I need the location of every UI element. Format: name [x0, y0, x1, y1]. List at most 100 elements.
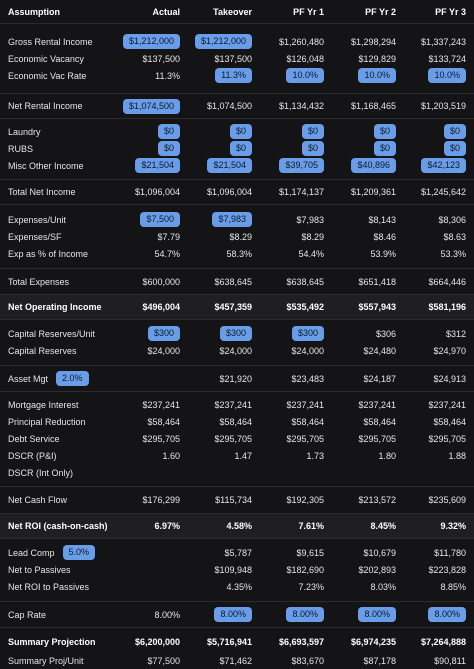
table-cell: $202,893 — [358, 564, 396, 575]
row-label: Total Net Income — [8, 187, 76, 197]
table-cell: $600,000 — [142, 276, 180, 287]
table-cell: 54.7% — [154, 248, 180, 259]
table-cell: $1,096,004 — [134, 187, 180, 197]
table-cell: $295,705 — [142, 433, 180, 444]
cap-reserves-unit-pf-yr1-input[interactable]: $300 — [291, 326, 324, 341]
gross-rental-income-actual-input[interactable]: $1,212,000 — [122, 34, 180, 49]
rubs-pf-yr2-input[interactable]: $0 — [373, 141, 396, 156]
table-cell: $581,196 — [428, 302, 466, 312]
asset-mgt-rate-input[interactable]: 2.0% — [56, 371, 89, 386]
misc-income-pf-yr1-input[interactable]: $39,705 — [279, 158, 324, 173]
table-cell: $1,168,465 — [350, 101, 396, 111]
table-cell: $8.29 — [229, 231, 252, 242]
asset-mgt-label: Asset Mgt — [8, 373, 49, 384]
table-cell: $77,500 — [147, 655, 180, 666]
table-cell: $24,480 — [363, 345, 396, 356]
misc-income-actual-input[interactable]: $21,504 — [135, 158, 180, 173]
table-cell: $58,464 — [291, 416, 324, 427]
row-principal-reduction: Principal Reduction $58,464 $58,464 $58,… — [0, 413, 474, 430]
lead-comp-label: Lead Comp — [8, 547, 55, 558]
row-label: DSCR (Int Only) — [8, 467, 74, 478]
table-cell: $237,241 — [428, 399, 466, 410]
row-label: Capital Reserves — [8, 345, 77, 356]
table-cell: $235,609 — [428, 495, 466, 505]
cap-rate-pf-yr2-input[interactable]: 8.00% — [358, 607, 396, 622]
cap-rate-takeover-input[interactable]: 8.00% — [214, 607, 252, 622]
table-cell: $23,483 — [291, 373, 324, 384]
row-cap-rate: Cap Rate 8.00% 8.00% 8.00% 8.00% 8.00% — [0, 602, 474, 628]
table-cell: 6.97% — [154, 521, 180, 531]
table-cell: $638,645 — [214, 276, 252, 287]
vac-rate-pf-yr1-input[interactable]: 10.0% — [286, 68, 324, 83]
misc-income-pf-yr2-input[interactable]: $40,896 — [351, 158, 396, 173]
row-capital-reserves: Capital Reserves $24,000 $24,000 $24,000… — [0, 342, 474, 359]
row-dscr-int-only: DSCR (Int Only) — [0, 464, 474, 481]
table-cell: $1,074,500 — [206, 101, 252, 111]
laundry-pf-yr2-input[interactable]: $0 — [373, 124, 396, 139]
table-cell: $21,920 — [219, 373, 252, 384]
row-label: Exp as % of Income — [8, 248, 89, 259]
row-label: Summary Projection — [8, 637, 96, 647]
table-cell: $58,464 — [219, 416, 252, 427]
laundry-takeover-input[interactable]: $0 — [229, 124, 252, 139]
table-cell: $24,970 — [433, 345, 466, 356]
table-cell: $87,178 — [363, 655, 396, 666]
table-cell: $137,500 — [214, 53, 252, 64]
table-cell: 8.03% — [370, 581, 396, 592]
row-label: Total Expenses — [8, 276, 70, 287]
cap-rate-pf-yr3-input[interactable]: 8.00% — [428, 607, 466, 622]
table-cell: 54.4% — [298, 248, 324, 259]
vac-rate-pf-yr3-input[interactable]: 10.0% — [428, 68, 466, 83]
vac-rate-takeover-input[interactable]: 11.3% — [215, 68, 252, 83]
header-assumption: Assumption — [8, 6, 61, 17]
expenses-unit-actual-input[interactable]: $7,500 — [140, 212, 180, 227]
table-cell: $8.29 — [301, 231, 324, 242]
row-misc-other-income: Misc Other Income $21,504 $21,504 $39,70… — [0, 157, 474, 174]
row-label: RUBS — [8, 143, 34, 154]
row-label: Summary Proj/Unit — [8, 655, 84, 666]
misc-income-takeover-input[interactable]: $21,504 — [207, 158, 252, 173]
table-cell: $5,716,941 — [206, 637, 252, 647]
expenses-unit-takeover-input[interactable]: $7,983 — [212, 212, 252, 227]
row-label: Debt Service — [8, 433, 60, 444]
rubs-pf-yr1-input[interactable]: $0 — [301, 141, 324, 156]
rubs-pf-yr3-input[interactable]: $0 — [443, 141, 466, 156]
table-cell: $1,174,137 — [278, 187, 324, 197]
cap-reserves-unit-actual-input[interactable]: $300 — [147, 326, 180, 341]
table-cell: $90,811 — [434, 655, 466, 666]
row-label: Capital Reserves/Unit — [8, 328, 96, 339]
table-cell: $58,464 — [433, 416, 466, 427]
cap-reserves-unit-takeover-input[interactable]: $300 — [219, 326, 252, 341]
row-label: Economic Vacancy — [8, 53, 84, 64]
row-dscr-pi: DSCR (P&I) 1.60 1.47 1.73 1.80 1.88 — [0, 447, 474, 464]
table-cell: 53.3% — [440, 248, 466, 259]
row-laundry: Laundry $0 $0 $0 $0 $0 — [0, 123, 474, 140]
row-label: Lead Comp 5.0% — [0, 545, 114, 560]
header-actual: Actual — [152, 6, 180, 17]
misc-income-pf-yr3-input[interactable]: $42,123 — [421, 158, 466, 173]
row-label: Economic Vac Rate — [8, 70, 87, 81]
header-pf-yr3: PF Yr 3 — [435, 6, 466, 17]
table-header: Assumption Actual Takeover PF Yr 1 PF Yr… — [0, 0, 474, 24]
table-cell: $237,241 — [358, 399, 396, 410]
table-cell: $223,828 — [428, 564, 466, 575]
laundry-actual-input[interactable]: $0 — [157, 124, 180, 139]
vac-rate-pf-yr2-input[interactable]: 10.0% — [358, 68, 396, 83]
laundry-pf-yr3-input[interactable]: $0 — [443, 124, 466, 139]
row-total-expenses: Total Expenses $600,000 $638,645 $638,64… — [0, 269, 474, 294]
laundry-pf-yr1-input[interactable]: $0 — [301, 124, 324, 139]
table-cell: $535,492 — [286, 302, 324, 312]
table-cell: $129,829 — [358, 53, 396, 64]
gross-rental-income-takeover-input[interactable]: $1,212,000 — [194, 34, 252, 49]
rubs-actual-input[interactable]: $0 — [157, 141, 180, 156]
table-cell: $8,306 — [438, 214, 466, 225]
cap-rate-pf-yr1-input[interactable]: 8.00% — [286, 607, 324, 622]
table-cell: 53.9% — [370, 248, 396, 259]
row-asset-mgt: Asset Mgt 2.0% $21,920 $23,483 $24,187 $… — [0, 366, 474, 392]
rubs-takeover-input[interactable]: $0 — [229, 141, 252, 156]
table-cell: $6,693,597 — [278, 637, 324, 647]
header-pf-yr1: PF Yr 1 — [293, 6, 324, 17]
table-cell: $496,004 — [142, 302, 180, 312]
lead-comp-rate-input[interactable]: 5.0% — [62, 545, 96, 560]
net-rental-income-actual-input[interactable]: $1,074,500 — [122, 98, 180, 114]
